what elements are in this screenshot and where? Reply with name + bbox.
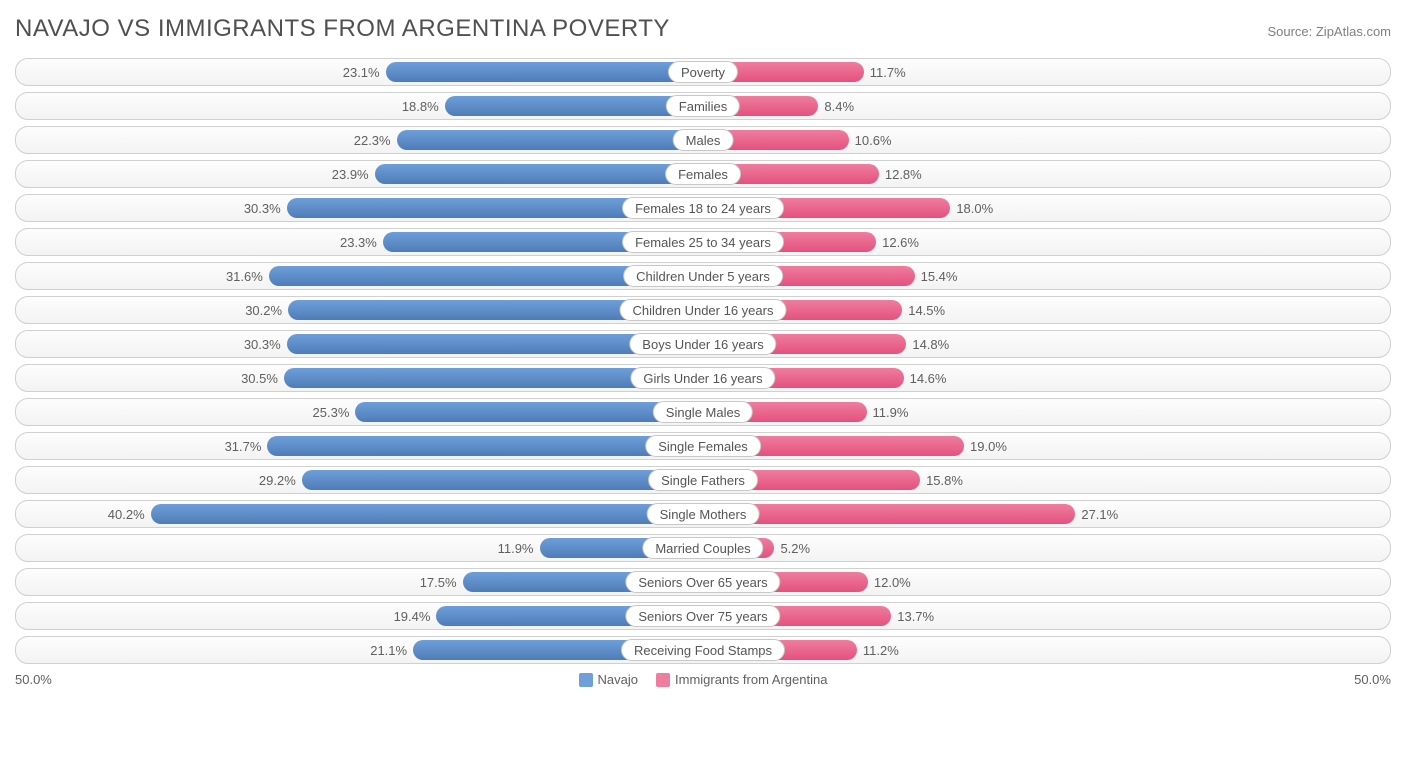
category-label: Seniors Over 75 years bbox=[625, 605, 780, 627]
bar-left bbox=[445, 96, 703, 116]
bar-row: 22.3% 10.6% Males bbox=[15, 126, 1391, 154]
legend-item-right: Immigrants from Argentina bbox=[656, 672, 827, 687]
pct-right: 14.5% bbox=[902, 297, 945, 323]
axis-left-max: 50.0% bbox=[15, 672, 52, 687]
axis-right-max: 50.0% bbox=[1354, 672, 1391, 687]
bar-left bbox=[151, 504, 703, 524]
category-label: Married Couples bbox=[642, 537, 763, 559]
pct-left: 21.1% bbox=[370, 637, 413, 663]
pct-right: 15.8% bbox=[920, 467, 963, 493]
category-label: Families bbox=[666, 95, 740, 117]
pct-right: 18.0% bbox=[950, 195, 993, 221]
pct-left: 17.5% bbox=[420, 569, 463, 595]
bar-row: 30.3% 14.8% Boys Under 16 years bbox=[15, 330, 1391, 358]
pct-left: 29.2% bbox=[259, 467, 302, 493]
bar-row: 23.3% 12.6% Females 25 to 34 years bbox=[15, 228, 1391, 256]
category-label: Females bbox=[665, 163, 741, 185]
bar-left bbox=[397, 130, 703, 150]
legend-item-left: Navajo bbox=[579, 672, 638, 687]
bar-row: 21.1% 11.2% Receiving Food Stamps bbox=[15, 636, 1391, 664]
bar-row: 11.9% 5.2% Married Couples bbox=[15, 534, 1391, 562]
pct-right: 13.7% bbox=[891, 603, 934, 629]
category-label: Receiving Food Stamps bbox=[621, 639, 785, 661]
chart-source: Source: ZipAtlas.com bbox=[1267, 24, 1391, 39]
bar-left bbox=[355, 402, 703, 422]
category-label: Poverty bbox=[668, 61, 738, 83]
pct-right: 11.7% bbox=[864, 59, 906, 85]
chart-title: NAVAJO VS IMMIGRANTS FROM ARGENTINA POVE… bbox=[15, 15, 670, 43]
category-label: Single Females bbox=[645, 435, 761, 457]
bar-row: 17.5% 12.0% Seniors Over 65 years bbox=[15, 568, 1391, 596]
bar-row: 30.5% 14.6% Girls Under 16 years bbox=[15, 364, 1391, 392]
legend-swatch-left bbox=[579, 673, 593, 687]
category-label: Single Fathers bbox=[648, 469, 758, 491]
pct-right: 14.6% bbox=[904, 365, 947, 391]
bar-left bbox=[267, 436, 703, 456]
pct-left: 30.3% bbox=[244, 195, 287, 221]
category-label: Children Under 16 years bbox=[620, 299, 787, 321]
bar-row: 23.9% 12.8% Females bbox=[15, 160, 1391, 188]
pct-left: 25.3% bbox=[313, 399, 356, 425]
pct-left: 40.2% bbox=[108, 501, 151, 527]
category-label: Boys Under 16 years bbox=[629, 333, 776, 355]
pct-right: 11.2% bbox=[857, 637, 899, 663]
chart-footer: 50.0% Navajo Immigrants from Argentina 5… bbox=[15, 672, 1391, 687]
category-label: Seniors Over 65 years bbox=[625, 571, 780, 593]
bar-row: 30.3% 18.0% Females 18 to 24 years bbox=[15, 194, 1391, 222]
pct-right: 12.8% bbox=[879, 161, 922, 187]
bar-left bbox=[302, 470, 703, 490]
pct-left: 30.2% bbox=[245, 297, 288, 323]
pct-left: 31.7% bbox=[225, 433, 268, 459]
category-label: Males bbox=[673, 129, 734, 151]
pct-left: 23.9% bbox=[332, 161, 375, 187]
legend-swatch-right bbox=[656, 673, 670, 687]
bar-left bbox=[375, 164, 703, 184]
legend: Navajo Immigrants from Argentina bbox=[579, 672, 828, 687]
pct-left: 23.1% bbox=[343, 59, 386, 85]
category-label: Girls Under 16 years bbox=[630, 367, 775, 389]
chart-header: NAVAJO VS IMMIGRANTS FROM ARGENTINA POVE… bbox=[15, 15, 1391, 43]
pct-left: 11.9% bbox=[498, 535, 540, 561]
pct-left: 18.8% bbox=[402, 93, 445, 119]
pct-right: 11.9% bbox=[867, 399, 909, 425]
pct-right: 19.0% bbox=[964, 433, 1007, 459]
pct-left: 30.3% bbox=[244, 331, 287, 357]
pct-left: 31.6% bbox=[226, 263, 269, 289]
legend-label-right: Immigrants from Argentina bbox=[675, 672, 827, 687]
bar-row: 19.4% 13.7% Seniors Over 75 years bbox=[15, 602, 1391, 630]
pct-right: 10.6% bbox=[849, 127, 892, 153]
pct-left: 23.3% bbox=[340, 229, 383, 255]
pct-right: 15.4% bbox=[915, 263, 958, 289]
bar-row: 31.6% 15.4% Children Under 5 years bbox=[15, 262, 1391, 290]
category-label: Females 25 to 34 years bbox=[622, 231, 784, 253]
bar-row: 31.7% 19.0% Single Females bbox=[15, 432, 1391, 460]
bar-row: 40.2% 27.1% Single Mothers bbox=[15, 500, 1391, 528]
pct-right: 12.0% bbox=[868, 569, 911, 595]
pct-left: 19.4% bbox=[394, 603, 437, 629]
category-label: Children Under 5 years bbox=[623, 265, 783, 287]
pct-right: 27.1% bbox=[1075, 501, 1118, 527]
bar-row: 23.1% 11.7% Poverty bbox=[15, 58, 1391, 86]
bar-row: 18.8% 8.4% Families bbox=[15, 92, 1391, 120]
pct-left: 22.3% bbox=[354, 127, 397, 153]
pct-right: 12.6% bbox=[876, 229, 919, 255]
pct-right: 14.8% bbox=[906, 331, 949, 357]
diverging-bar-chart: 23.1% 11.7% Poverty 18.8% 8.4% Families 22.3% 1… bbox=[15, 58, 1391, 664]
bar-row: 30.2% 14.5% Children Under 16 years bbox=[15, 296, 1391, 324]
bar-row: 29.2% 15.8% Single Fathers bbox=[15, 466, 1391, 494]
bar-row: 25.3% 11.9% Single Males bbox=[15, 398, 1391, 426]
pct-right: 5.2% bbox=[774, 535, 810, 561]
legend-label-left: Navajo bbox=[598, 672, 638, 687]
category-label: Females 18 to 24 years bbox=[622, 197, 784, 219]
category-label: Single Males bbox=[653, 401, 753, 423]
category-label: Single Mothers bbox=[647, 503, 760, 525]
bar-left bbox=[386, 62, 703, 82]
pct-left: 30.5% bbox=[241, 365, 284, 391]
pct-right: 8.4% bbox=[818, 93, 854, 119]
